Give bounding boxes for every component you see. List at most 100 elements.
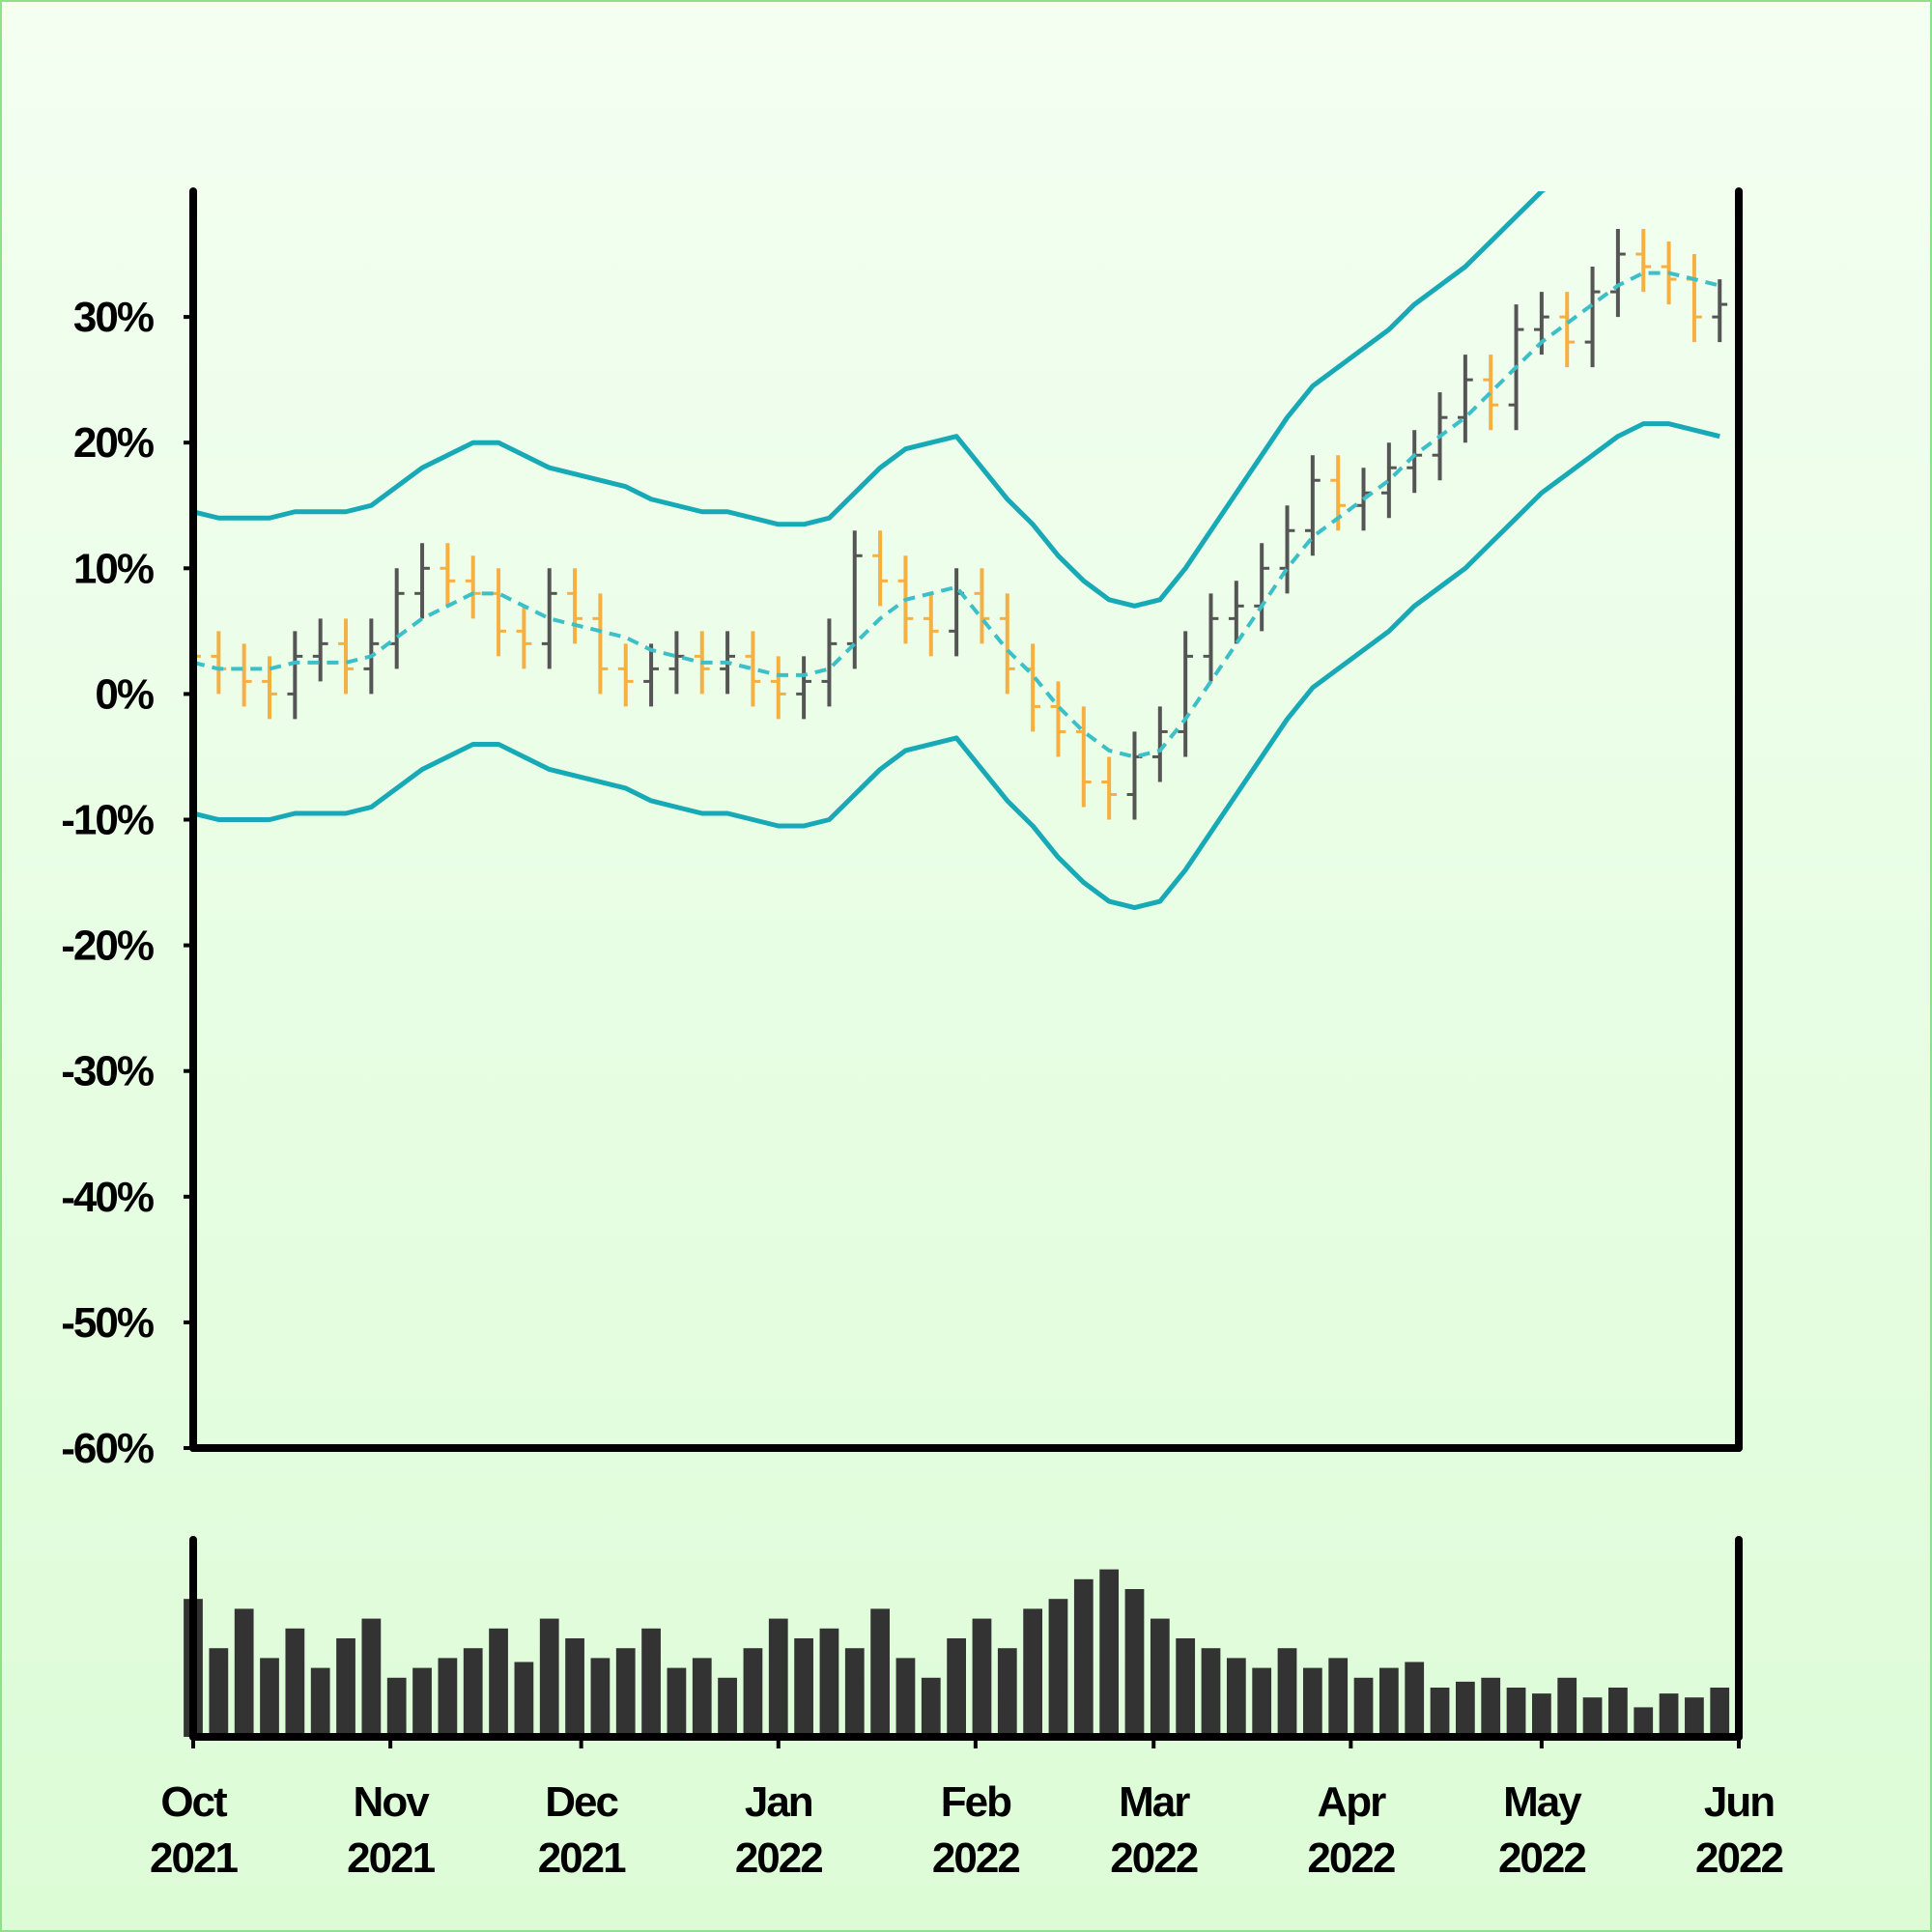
volume-plot <box>184 1569 1730 1737</box>
volume-bar <box>1532 1693 1551 1737</box>
volume-bar <box>997 1648 1017 1737</box>
volume-bar <box>361 1618 382 1737</box>
volume-bar <box>514 1662 534 1737</box>
volume-bar <box>718 1677 737 1737</box>
volume-bar <box>1124 1589 1145 1737</box>
volume-bar <box>1405 1662 1425 1737</box>
volume-bar <box>1634 1707 1654 1737</box>
x-tick-label-line: Oct <box>160 1778 228 1826</box>
x-tick-label-line: Jun <box>1704 1778 1774 1826</box>
volume-bar <box>794 1638 813 1737</box>
x-tick-label-line: Nov <box>354 1778 431 1826</box>
volume-bar <box>921 1677 941 1737</box>
x-tick-label-line: Mar <box>1119 1778 1190 1826</box>
x-tick-label: Apr 2022 <box>1307 1778 1394 1882</box>
volume-bar <box>1557 1677 1577 1737</box>
x-tick-label: Jan 2022 <box>735 1778 822 1882</box>
volume-bar <box>234 1608 254 1737</box>
volume-bar <box>1023 1608 1043 1737</box>
volume-bar <box>692 1658 712 1737</box>
x-tick-label: Oct 2021 <box>150 1778 238 1882</box>
volume-bar <box>1710 1688 1730 1737</box>
volume-bar <box>1201 1648 1221 1737</box>
x-tick-label-line: 2022 <box>1110 1834 1197 1882</box>
volume-bar <box>209 1648 229 1737</box>
volume-bar <box>1226 1658 1246 1737</box>
volume-bar <box>1150 1618 1170 1737</box>
x-tick-label-line: 2022 <box>1307 1834 1394 1882</box>
x-tick-label-line: Feb <box>941 1778 1011 1826</box>
y-tick-label: 10% <box>73 545 154 592</box>
volume-bar <box>489 1628 508 1737</box>
x-tick-label-line: Jan <box>745 1778 812 1826</box>
volume-bar <box>870 1608 890 1737</box>
volume-bar <box>1659 1693 1679 1737</box>
x-tick-label-line: 2022 <box>932 1834 1019 1882</box>
x-tick-label-line: Apr <box>1317 1778 1386 1826</box>
volume-bar <box>1252 1667 1272 1737</box>
volume-bar <box>615 1648 636 1737</box>
volume-bar <box>1506 1688 1526 1737</box>
x-tick-label-line: 2021 <box>347 1834 435 1882</box>
y-tick-label: -10% <box>61 797 154 844</box>
volume-bar <box>539 1618 559 1737</box>
y-tick-label: -30% <box>61 1048 154 1095</box>
volume-bar <box>438 1658 458 1737</box>
volume-bar <box>768 1618 788 1737</box>
volume-bar <box>590 1658 611 1737</box>
band-upper <box>193 191 1547 609</box>
y-tick-label: 0% <box>95 670 153 718</box>
volume-bar <box>336 1638 355 1737</box>
volume-bar <box>1048 1599 1068 1737</box>
volume-bar <box>1099 1569 1120 1737</box>
volume-bar <box>743 1648 763 1737</box>
x-tick-label: Jun 2022 <box>1695 1778 1782 1882</box>
volume-bar <box>310 1667 330 1737</box>
x-tick-label: May 2022 <box>1498 1778 1585 1882</box>
volume-bar <box>895 1658 916 1737</box>
volume-bar <box>1481 1677 1501 1737</box>
volume-bar <box>844 1648 865 1737</box>
volume-bar <box>463 1648 483 1737</box>
volume-bar <box>1685 1697 1704 1737</box>
volume-bar <box>972 1618 992 1737</box>
x-tick-label: Nov 2021 <box>347 1778 435 1882</box>
y-tick-label: -50% <box>61 1299 154 1347</box>
volume-bar <box>285 1628 305 1737</box>
volume-bar <box>1328 1658 1349 1737</box>
x-tick-label: Feb 2022 <box>932 1778 1019 1882</box>
y-tick-label: -60% <box>61 1425 154 1472</box>
y-tick-label: 30% <box>73 294 154 341</box>
y-tick-label: -20% <box>61 923 154 970</box>
volume-bar <box>1608 1688 1628 1737</box>
volume-bar <box>1277 1648 1297 1737</box>
volume-bar <box>667 1667 687 1737</box>
volume-bar <box>386 1677 407 1737</box>
x-tick-label-line: 2021 <box>150 1834 238 1882</box>
volume-bar <box>1302 1667 1322 1737</box>
volume-bar <box>1176 1638 1196 1737</box>
volume-bar <box>1582 1697 1603 1737</box>
volume-bar <box>819 1628 839 1737</box>
x-tick-label: Dec 2021 <box>538 1778 626 1882</box>
x-tick-label: Mar 2022 <box>1110 1778 1197 1882</box>
y-tick-label: 20% <box>73 419 154 467</box>
y-tick-label: -40% <box>61 1174 154 1221</box>
volume-bar <box>565 1638 584 1737</box>
volume-bar <box>260 1658 279 1737</box>
price-plot <box>193 191 1728 911</box>
x-tick-label-line: 2022 <box>735 1834 822 1882</box>
volume-bar <box>1353 1677 1374 1737</box>
volume-bar <box>1073 1578 1094 1737</box>
band-middle <box>193 270 1720 759</box>
volume-bar <box>641 1628 661 1737</box>
x-tick-label-line: 2022 <box>1498 1834 1585 1882</box>
volume-bar <box>1430 1688 1450 1737</box>
x-tick-label-line: 2022 <box>1695 1834 1782 1882</box>
volume-bar <box>412 1667 432 1737</box>
x-tick-label-line: 2021 <box>538 1834 626 1882</box>
volume-bar <box>1455 1681 1475 1737</box>
